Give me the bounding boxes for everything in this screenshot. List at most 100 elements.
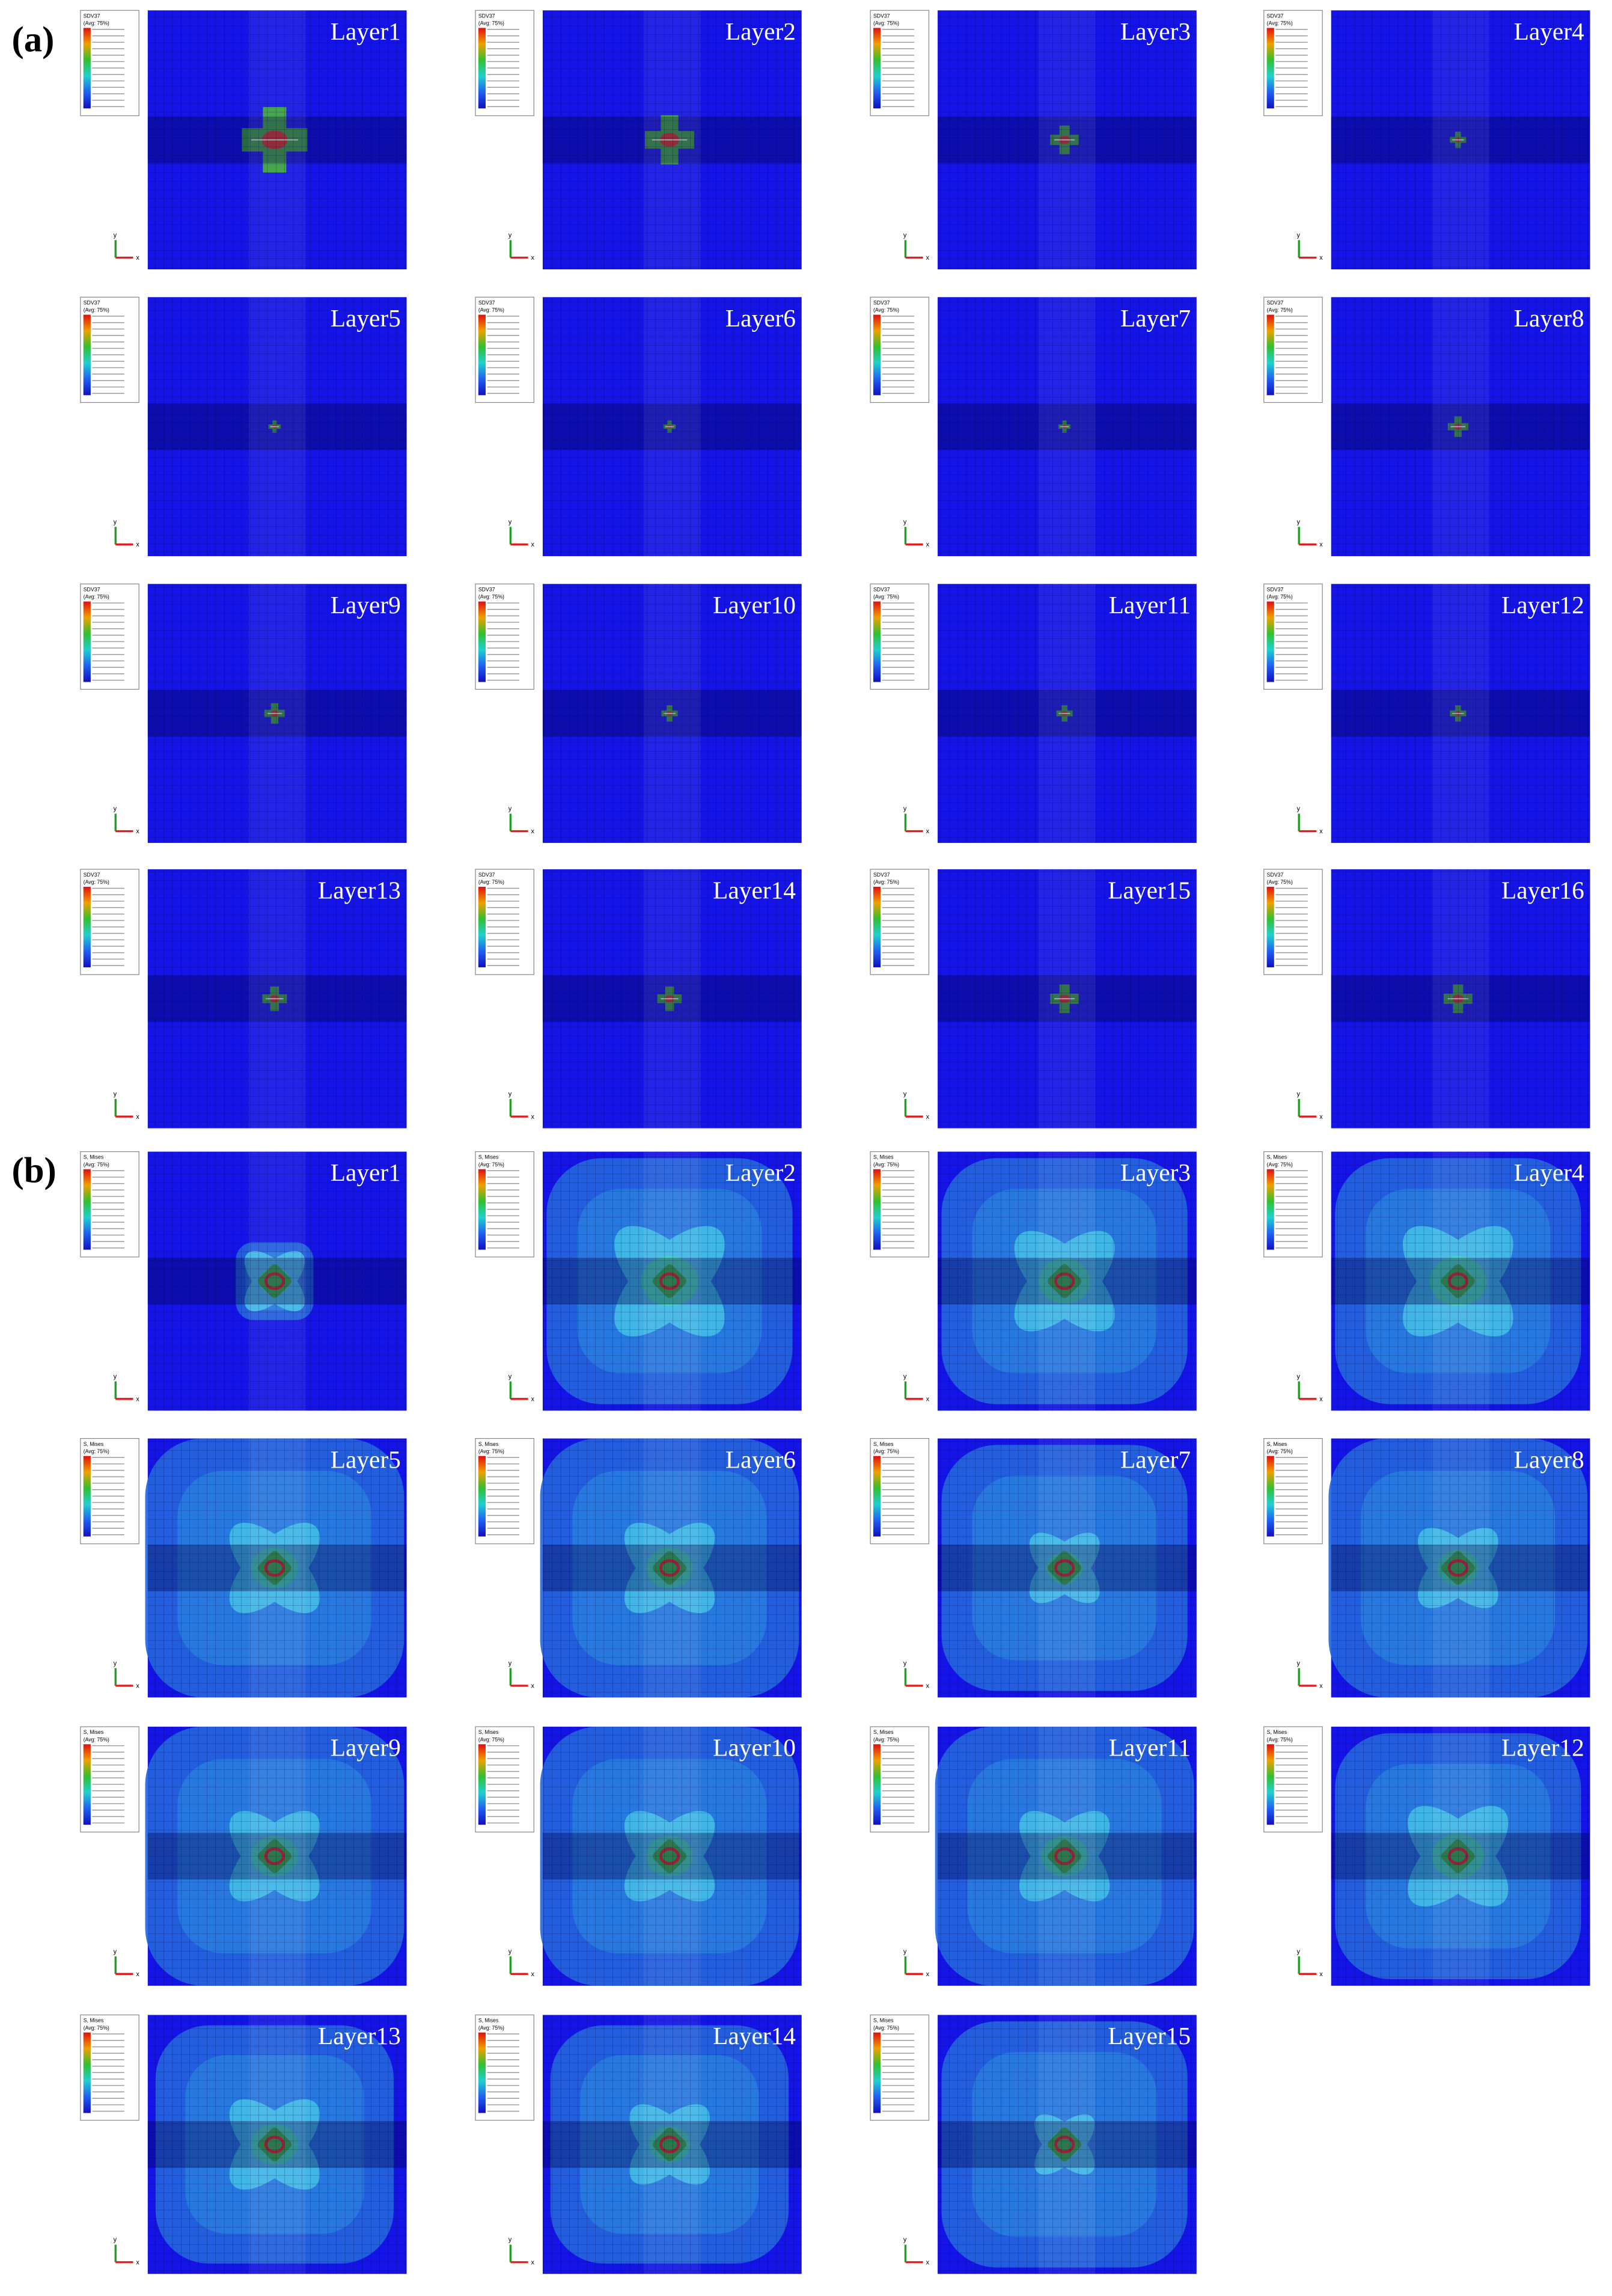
- legend: S, Mises(Avg: 75%): [1263, 1151, 1323, 1258]
- legend: SDV37(Avg: 75%): [475, 869, 534, 975]
- legend: SDV37(Avg: 75%): [1263, 10, 1323, 117]
- colorbar: [1266, 887, 1274, 967]
- legend-title: S, Mises: [1267, 1441, 1287, 1447]
- layer-label: Layer7: [1120, 1445, 1191, 1473]
- contour-plot: [147, 1151, 407, 1411]
- contour-plot: [1331, 1727, 1590, 1986]
- axis-label-y: y: [903, 2236, 907, 2244]
- layer-label: Layer10: [713, 1734, 796, 1762]
- colorbar: [1266, 601, 1274, 682]
- colorbar: [1266, 314, 1274, 396]
- axis-label-y: y: [508, 806, 512, 813]
- mesh-grid: [542, 584, 802, 843]
- colorbar: [83, 1169, 91, 1250]
- legend-note: (Avg: 75%): [478, 2025, 504, 2031]
- legend: S, Mises(Avg: 75%): [870, 1437, 930, 1544]
- legend-note: (Avg: 75%): [478, 594, 504, 600]
- contour-plot: [540, 1438, 802, 1698]
- axis-label-x: x: [926, 1396, 930, 1403]
- axis-label-x: x: [531, 1683, 534, 1690]
- axis-label-x: x: [531, 1113, 534, 1121]
- legend: S, Mises(Avg: 75%): [870, 1726, 930, 1832]
- legend: SDV37(Avg: 75%): [1263, 869, 1323, 975]
- legend-title: SDV37: [873, 872, 890, 878]
- legend-note: (Avg: 75%): [478, 1736, 504, 1742]
- legend-title: SDV37: [1267, 586, 1284, 592]
- axis-label-y: y: [114, 519, 117, 526]
- panel-label: (b): [11, 1151, 56, 1191]
- legend-title: S, Mises: [1267, 1729, 1287, 1735]
- contour-plot: [1331, 869, 1590, 1128]
- mesh-grid: [147, 10, 407, 270]
- layer-label: Layer12: [1501, 1734, 1584, 1762]
- layer-label: Layer8: [1514, 304, 1584, 332]
- legend-note: (Avg: 75%): [873, 1736, 899, 1742]
- legend-title: SDV37: [478, 13, 495, 19]
- colorbar: [873, 1744, 881, 1825]
- mesh-grid: [542, 1151, 802, 1411]
- legend-title: S, Mises: [84, 1154, 104, 1160]
- legend-title: SDV37: [1267, 13, 1284, 19]
- mesh-grid: [147, 869, 407, 1128]
- layer-label: Layer9: [331, 591, 401, 619]
- colorbar: [873, 887, 881, 967]
- axis-label-y: y: [903, 1660, 907, 1667]
- axis-label-x: x: [136, 1971, 139, 1978]
- contour-plot: [542, 297, 802, 557]
- legend: SDV37 (Avg: 75%): [1263, 583, 1323, 690]
- mesh-grid: [938, 1151, 1197, 1411]
- mesh-grid: [542, 1438, 802, 1698]
- legend-title: SDV37: [84, 872, 100, 878]
- mesh-grid: [1331, 10, 1590, 270]
- legend: SDV37(Avg: 75%): [80, 296, 139, 403]
- legend-note: (Avg: 75%): [873, 307, 899, 313]
- layer-label: Layer4: [1514, 1159, 1584, 1186]
- legend-title: S, Mises: [84, 1729, 104, 1735]
- axis-label-y: y: [508, 231, 512, 239]
- legend-note: (Avg: 75%): [1267, 594, 1293, 600]
- axis-label-y: y: [1297, 1373, 1301, 1380]
- contour-plot: [938, 584, 1197, 843]
- contour-plot: [935, 1727, 1197, 1986]
- legend-title: S, Mises: [478, 1441, 499, 1447]
- axis-label-y: y: [114, 806, 117, 813]
- layer-label: Layer3: [1120, 17, 1191, 45]
- legend-title: SDV37: [873, 299, 890, 305]
- layer-label: Layer5: [331, 304, 401, 332]
- axis-label-x: x: [926, 1971, 930, 1978]
- mesh-grid: [938, 10, 1197, 270]
- legend-title: S, Mises: [478, 1729, 499, 1735]
- legend-title: S, Mises: [873, 1441, 894, 1447]
- contour-plot: [938, 869, 1197, 1128]
- legend-note: (Avg: 75%): [478, 1448, 504, 1454]
- legend: SDV37(Avg: 75%): [475, 296, 534, 403]
- legend-note: (Avg: 75%): [1267, 879, 1293, 885]
- axis-label-y: y: [508, 1948, 512, 1955]
- colorbar: [478, 28, 486, 109]
- axis-label-y: y: [114, 2236, 117, 2244]
- axis-label-x: x: [136, 254, 139, 262]
- axis-label-y: y: [1297, 519, 1301, 526]
- contour-plot: [147, 2015, 407, 2274]
- layer-label: Layer2: [725, 1159, 796, 1186]
- axis-label-y: y: [508, 1091, 512, 1098]
- axis-label-y: y: [508, 2236, 512, 2244]
- contour-plot: [147, 10, 407, 270]
- axis-label-y: y: [903, 519, 907, 526]
- colorbar: [83, 887, 91, 967]
- legend: SDV37(Avg: 75%): [870, 10, 930, 117]
- axis-label-x: x: [1319, 1683, 1323, 1690]
- axis-label-y: y: [1297, 231, 1301, 239]
- colorbar: [1266, 1169, 1274, 1250]
- colorbar: [873, 28, 881, 109]
- legend-title: S, Mises: [873, 2018, 894, 2024]
- legend-title: SDV37: [1267, 872, 1284, 878]
- legend: SDV37(Avg: 75%): [475, 10, 534, 117]
- legend-title: SDV37: [478, 299, 495, 305]
- colorbar: [478, 601, 486, 682]
- mesh-grid: [938, 297, 1197, 557]
- axis-label-x: x: [926, 1113, 930, 1121]
- legend-note: (Avg: 75%): [873, 1448, 899, 1454]
- mesh-grid: [938, 584, 1197, 843]
